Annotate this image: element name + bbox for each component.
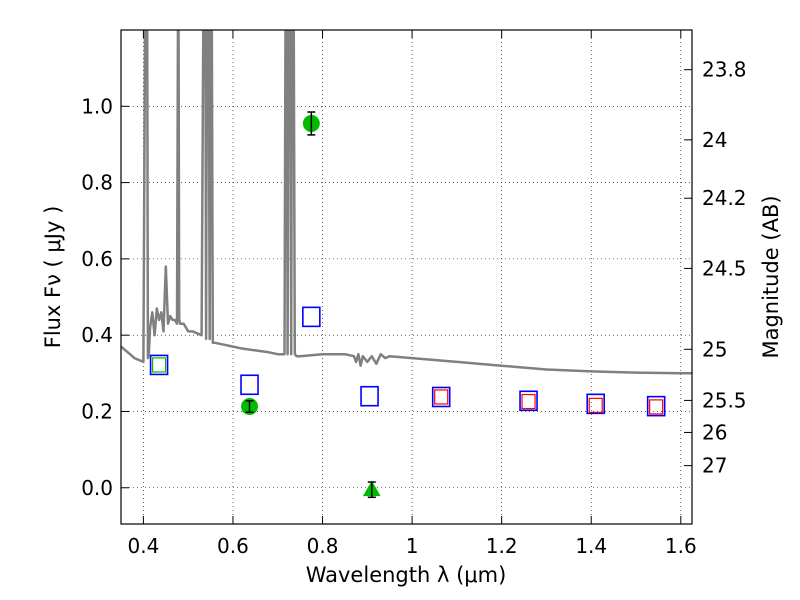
model-photometry-blue-marker <box>431 386 451 408</box>
right-tick-label: 24.5 <box>702 256 747 280</box>
model-photometry-red-marker <box>521 393 536 410</box>
y-tick-label: 0.6 <box>81 247 113 271</box>
model-photometry-blue-marker <box>646 395 666 417</box>
plot-frame <box>120 29 693 525</box>
y-axis-title: Flux Fν ( μJy ) <box>41 206 65 349</box>
right-tick-label: 25 <box>702 337 727 361</box>
right-axis-title: Magnitude (AB) <box>759 195 783 358</box>
model-photometry-blue-marker <box>586 393 606 415</box>
x-tick-label: 1.6 <box>665 534 697 558</box>
x-tick-label: 0.4 <box>127 534 159 558</box>
y-tick-label: 0.0 <box>81 476 113 500</box>
plot-area <box>121 30 692 499</box>
model-photometry-red-marker <box>434 389 449 405</box>
model-photometry-blue-marker <box>240 374 259 396</box>
axis-ticks: 0.4 0.6 0.8 1 1.2 1.4 1.6 0.0 0.2 0.4 0.6 0.8 1.0 23.… <box>81 30 747 558</box>
right-tick-label: 24.2 <box>702 186 747 210</box>
x-tick-label: 1 <box>406 534 419 558</box>
x-tick-label: 0.8 <box>307 534 339 558</box>
x-tick-label: 1.4 <box>575 534 607 558</box>
y-tick-label: 0.8 <box>81 171 113 195</box>
right-tick-label: 27 <box>702 454 727 478</box>
model-photometry-red-marker <box>649 399 664 415</box>
model-photometry-blue-marker <box>360 385 379 407</box>
model-photometry-blue-marker <box>149 354 169 376</box>
y-tick-label: 0.4 <box>81 323 113 347</box>
right-tick-label: 25.5 <box>702 388 747 412</box>
model-photometry-blue-marker <box>302 306 321 328</box>
y-tick-label: 0.2 <box>81 399 113 423</box>
model-photometry-blue-marker <box>519 390 538 412</box>
right-tick-label: 26 <box>702 420 727 444</box>
x-axis-title: Wavelength λ (μm) <box>306 563 507 587</box>
y-tick-label: 1.0 <box>81 94 113 118</box>
x-tick-label: 0.6 <box>217 534 249 558</box>
x-tick-label: 1.2 <box>486 534 518 558</box>
right-tick-label: 24 <box>702 128 727 152</box>
model-photometry-green-marker <box>151 357 167 373</box>
model-photometry-red-marker <box>588 397 603 413</box>
right-tick-label: 23.8 <box>702 58 747 82</box>
model-spectrum-line <box>121 30 692 375</box>
